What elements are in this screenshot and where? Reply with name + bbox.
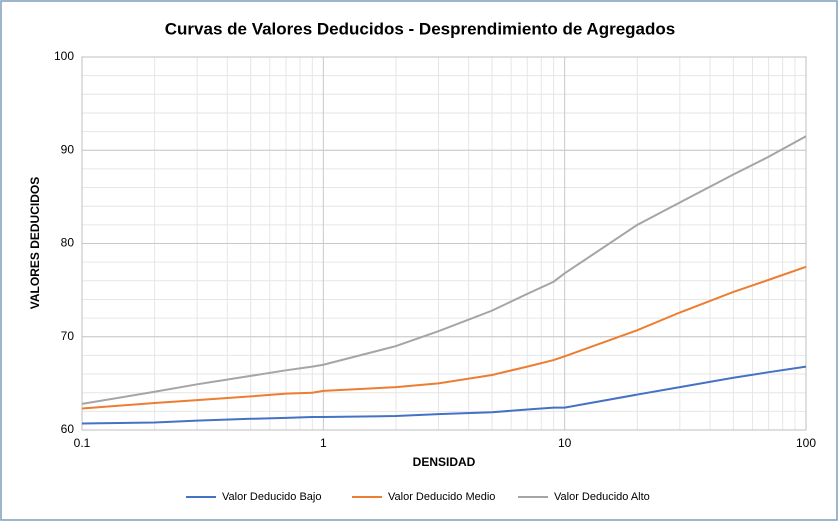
x-tick-label: 0.1 — [74, 436, 91, 450]
y-tick-label: 100 — [54, 49, 74, 63]
y-tick-label: 60 — [61, 422, 75, 436]
x-tick-label: 1 — [320, 436, 327, 450]
y-axis-label: VALORES DEDUCIDOS — [28, 177, 42, 309]
chart-title: Curvas de Valores Deducidos - Desprendim… — [165, 19, 675, 38]
legend-label: Valor Deducido Alto — [554, 491, 650, 503]
series-line — [81, 135, 807, 405]
y-tick-label: 70 — [61, 329, 75, 343]
series-line — [81, 365, 807, 425]
x-tick-label: 100 — [796, 436, 816, 450]
legend-label: Valor Deducido Bajo — [222, 491, 321, 503]
series-line — [81, 265, 807, 410]
legend-label: Valor Deducido Medio — [388, 491, 495, 503]
y-tick-label: 80 — [61, 236, 75, 250]
plot-border — [81, 56, 807, 431]
x-tick-label: 10 — [558, 436, 572, 450]
x-axis-label: DENSIDAD — [413, 455, 476, 469]
y-tick-label: 90 — [61, 142, 75, 156]
